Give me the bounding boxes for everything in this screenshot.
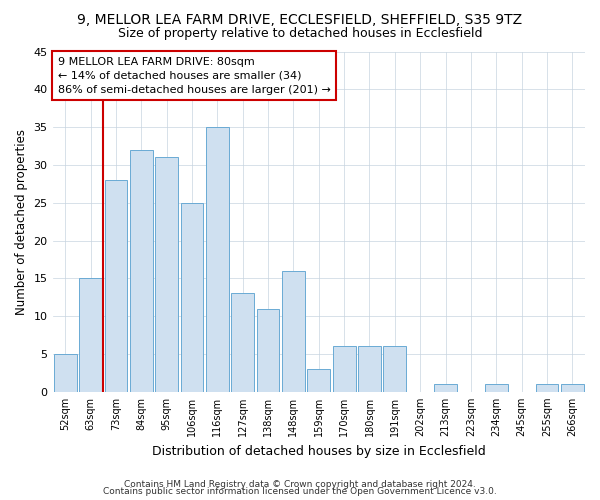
- Bar: [561, 384, 584, 392]
- Bar: [257, 308, 280, 392]
- Bar: [79, 278, 102, 392]
- Text: 9 MELLOR LEA FARM DRIVE: 80sqm
← 14% of detached houses are smaller (34)
86% of : 9 MELLOR LEA FARM DRIVE: 80sqm ← 14% of …: [58, 56, 331, 94]
- Bar: [434, 384, 457, 392]
- X-axis label: Distribution of detached houses by size in Ecclesfield: Distribution of detached houses by size …: [152, 444, 485, 458]
- Text: Contains public sector information licensed under the Open Government Licence v3: Contains public sector information licen…: [103, 488, 497, 496]
- Bar: [181, 202, 203, 392]
- Bar: [130, 150, 152, 392]
- Bar: [358, 346, 381, 392]
- Bar: [383, 346, 406, 392]
- Text: Size of property relative to detached houses in Ecclesfield: Size of property relative to detached ho…: [118, 28, 482, 40]
- Bar: [307, 369, 330, 392]
- Bar: [104, 180, 127, 392]
- Y-axis label: Number of detached properties: Number of detached properties: [15, 128, 28, 314]
- Bar: [282, 271, 305, 392]
- Bar: [333, 346, 356, 392]
- Bar: [206, 127, 229, 392]
- Text: Contains HM Land Registry data © Crown copyright and database right 2024.: Contains HM Land Registry data © Crown c…: [124, 480, 476, 489]
- Bar: [155, 158, 178, 392]
- Bar: [536, 384, 559, 392]
- Text: 9, MELLOR LEA FARM DRIVE, ECCLESFIELD, SHEFFIELD, S35 9TZ: 9, MELLOR LEA FARM DRIVE, ECCLESFIELD, S…: [77, 12, 523, 26]
- Bar: [54, 354, 77, 392]
- Bar: [485, 384, 508, 392]
- Bar: [231, 294, 254, 392]
